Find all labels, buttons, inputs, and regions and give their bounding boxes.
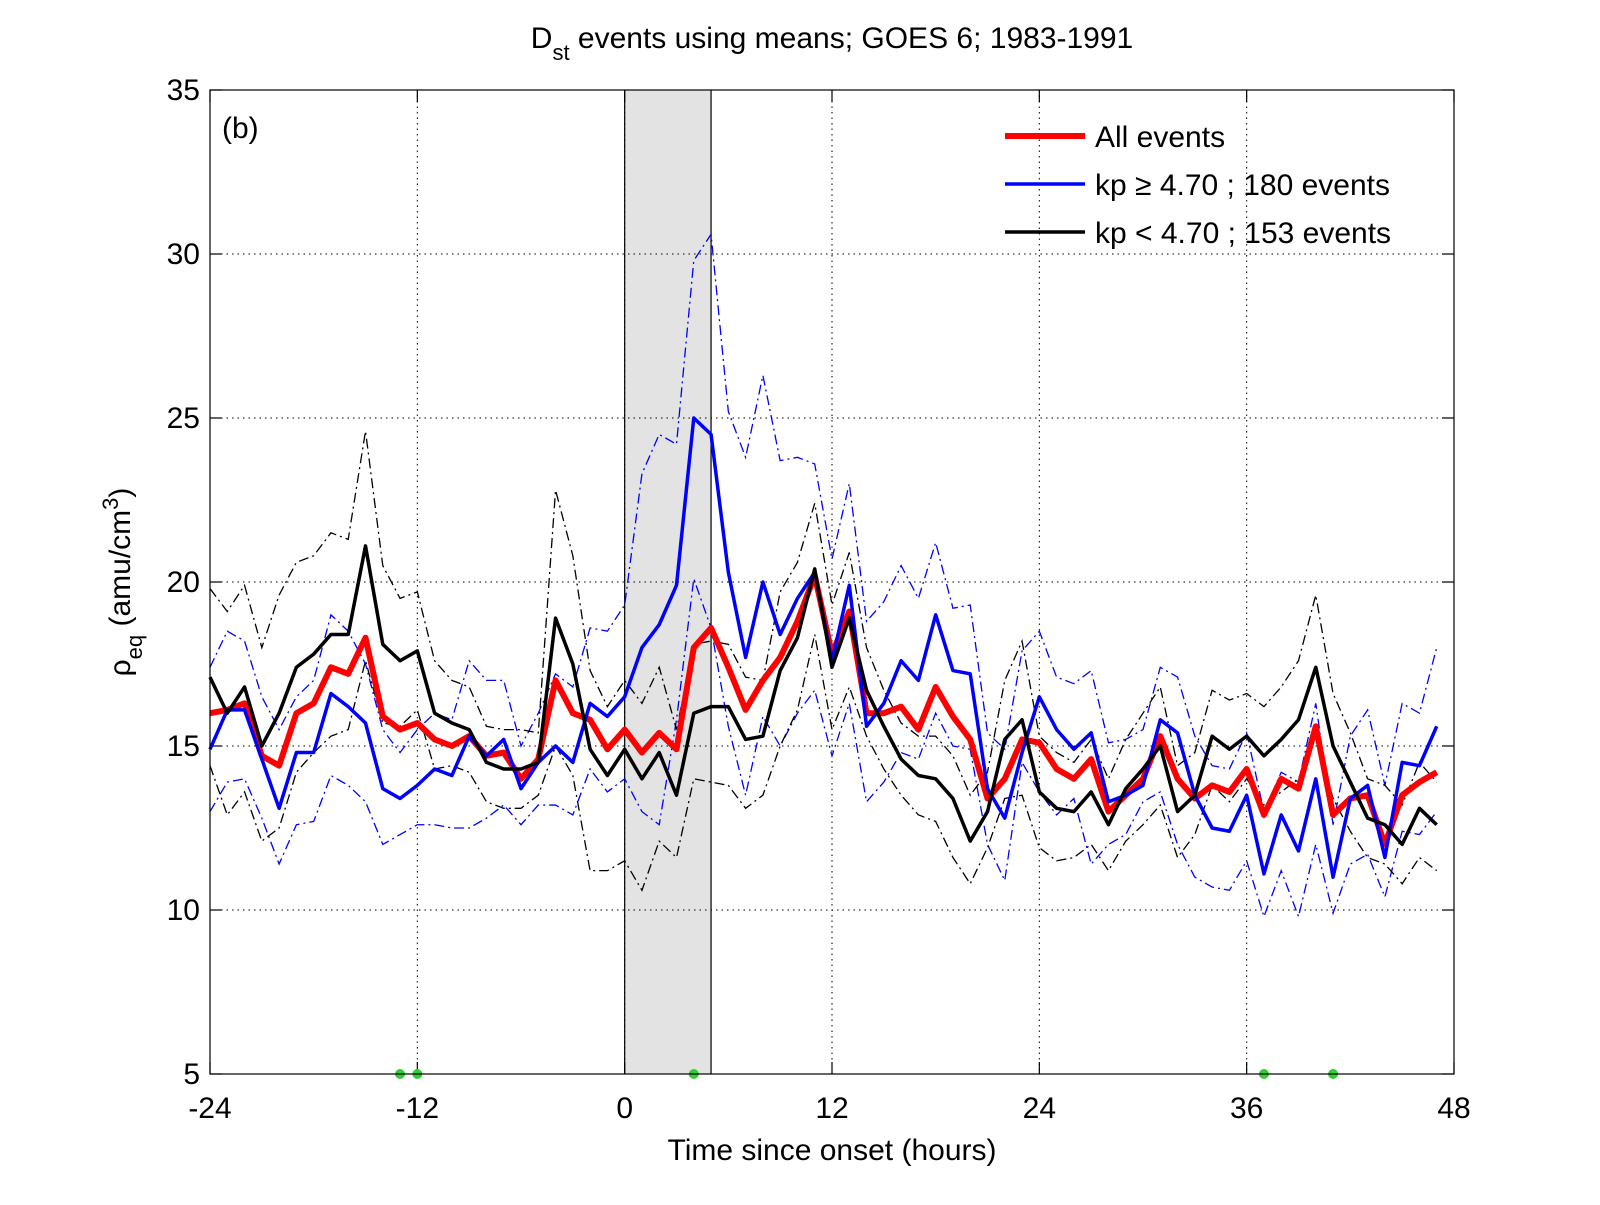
legend-label: All events xyxy=(1095,121,1225,154)
title-sub: st xyxy=(552,40,569,65)
x-tick-label: -12 xyxy=(396,1092,439,1125)
ylabel-sub: eq xyxy=(122,635,147,659)
y-tick-label: 15 xyxy=(167,730,200,763)
x-tick-label: 0 xyxy=(616,1092,633,1125)
y-tick-label: 25 xyxy=(167,402,200,435)
legend-label: kp < 4.70 ; 153 events xyxy=(1095,217,1391,250)
y-tick-label: 5 xyxy=(183,1058,200,1091)
title-main: D xyxy=(531,22,553,55)
panel-label: (b) xyxy=(222,112,259,145)
x-tick-label: 36 xyxy=(1230,1092,1263,1125)
ylabel-end: ) xyxy=(104,488,137,498)
plot-frame xyxy=(209,89,1455,1075)
series-line xyxy=(208,544,1438,847)
y-tick-label: 10 xyxy=(167,894,200,927)
legend-label: kp ≥ 4.70 ; 180 events xyxy=(1095,169,1390,202)
y-tick-label: 35 xyxy=(167,74,200,107)
ylabel-main: ρ xyxy=(104,659,137,676)
x-tick-label: -24 xyxy=(188,1092,231,1125)
title-rest: events using means; GOES 6; 1983-1991 xyxy=(570,22,1134,55)
y-tick-label: 20 xyxy=(167,566,200,599)
y-tick-label: 30 xyxy=(167,238,200,271)
ylabel-rest: (amu/cm xyxy=(104,510,137,635)
ylabel-sup: 3 xyxy=(98,498,123,510)
x-tick-label: 24 xyxy=(1023,1092,1056,1125)
y-axis-label: ρeq (amu/cm3) xyxy=(98,488,147,677)
chart-title: Dst events using means; GOES 6; 1983-199… xyxy=(531,22,1133,65)
bound-line xyxy=(209,232,1438,825)
bound-line xyxy=(209,431,1438,807)
bound-line xyxy=(209,634,1438,892)
x-tick-label: 12 xyxy=(815,1092,848,1125)
x-axis-label: Time since onset (hours) xyxy=(667,1134,996,1167)
x-tick-label: 48 xyxy=(1437,1092,1470,1125)
